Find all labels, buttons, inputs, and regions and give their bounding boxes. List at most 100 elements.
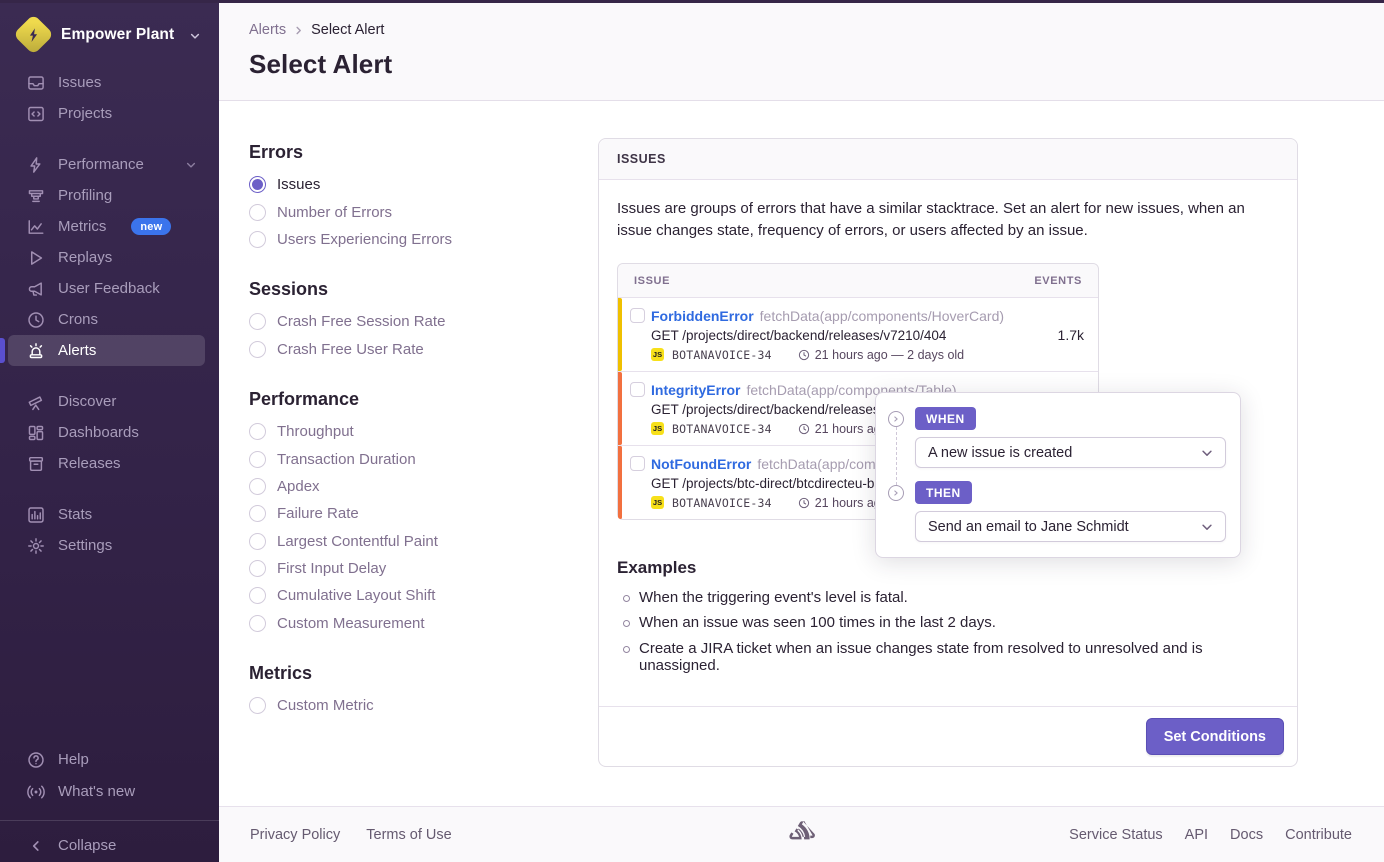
alert-option-custom-measurement[interactable]: Custom Measurement — [249, 610, 568, 637]
then-badge: THEN — [915, 481, 972, 504]
docs-link[interactable]: Docs — [1230, 826, 1264, 843]
row-checkbox[interactable] — [630, 382, 645, 397]
sidebar-item-label: What's new — [58, 783, 136, 800]
alert-conditions-popup: WHEN A new issue is created THEN Send an… — [875, 392, 1241, 558]
sidebar-item-settings[interactable]: Settings — [8, 530, 205, 561]
alert-option-custom-metric[interactable]: Custom Metric — [249, 692, 568, 719]
metrics-icon — [28, 219, 44, 234]
radio-icon[interactable] — [249, 587, 266, 605]
when-condition-select[interactable]: A new issue is created — [915, 437, 1226, 468]
api-link[interactable]: API — [1184, 826, 1209, 843]
sidebar-item-discover[interactable]: Discover — [8, 386, 205, 417]
telescope-icon — [28, 395, 43, 410]
service-status-link[interactable]: Service Status — [1069, 826, 1163, 843]
alert-option-crash-free-session-rate[interactable]: Crash Free Session Rate — [249, 308, 568, 335]
alert-option-cumulative-layout-shift[interactable]: Cumulative Layout Shift — [249, 582, 568, 609]
alert-option-label: Custom Measurement — [277, 614, 425, 632]
row-checkbox[interactable] — [630, 456, 645, 471]
radio-icon[interactable] — [249, 423, 266, 441]
radio-icon[interactable] — [249, 560, 266, 578]
alert-option-largest-contentful-paint[interactable]: Largest Contentful Paint — [249, 528, 568, 555]
sidebar-item-label: Dashboards — [58, 424, 139, 441]
breadcrumb-alerts[interactable]: Alerts — [249, 22, 287, 38]
alert-option-label: Failure Rate — [277, 505, 359, 523]
radio-icon[interactable] — [249, 477, 266, 495]
alert-option-apdex[interactable]: Apdex — [249, 473, 568, 500]
sidebar-item-projects[interactable]: Projects — [8, 98, 205, 129]
alert-type-options: Errors Issues Number of Errors Users Exp… — [249, 101, 568, 806]
sidebar-item-label: Profiling — [58, 187, 113, 204]
clock-icon — [798, 349, 809, 360]
option-group-performance: Performance Throughput Transaction Durat… — [249, 389, 568, 637]
radio-icon[interactable] — [249, 203, 266, 221]
option-group-errors: Errors Issues Number of Errors Users Exp… — [249, 142, 568, 253]
chevron-down-icon — [1202, 524, 1212, 530]
sidebar-item-alerts[interactable]: Alerts — [0, 335, 205, 366]
alert-option-first-input-delay[interactable]: First Input Delay — [249, 555, 568, 582]
sidebar-item-profiling[interactable]: Profiling — [8, 180, 205, 211]
select-value: A new issue is created — [928, 444, 1073, 461]
alert-option-label: Largest Contentful Paint — [277, 532, 438, 550]
chevron-down-icon — [186, 162, 195, 168]
sidebar-item-replays[interactable]: Replays — [8, 242, 205, 273]
alert-option-users-experiencing-errors[interactable]: Users Experiencing Errors — [249, 226, 568, 253]
sidebar-item-label: Help — [58, 751, 89, 768]
sidebar-item-crons[interactable]: Crons — [8, 304, 205, 335]
chevron-right-icon — [296, 26, 301, 35]
sidebar-item-whats-new[interactable]: What's new — [8, 776, 205, 807]
terms-of-use-link[interactable]: Terms of Use — [366, 826, 452, 843]
then-action-select[interactable]: Send an email to Jane Schmidt — [915, 511, 1226, 542]
sidebar-item-label: Projects — [58, 105, 113, 122]
issue-title-link[interactable]: IntegrityError — [651, 381, 741, 398]
sidebar-item-label: Performance — [58, 156, 144, 173]
radio-icon[interactable] — [249, 340, 266, 358]
sidebar-item-help[interactable]: Help — [8, 744, 205, 775]
sidebar-item-issues[interactable]: Issues — [8, 67, 205, 98]
sidebar-item-label: Metrics — [58, 218, 107, 235]
sidebar-item-dashboards[interactable]: Dashboards — [8, 417, 205, 448]
issue-title-link[interactable]: ForbiddenError — [651, 307, 754, 324]
alert-option-failure-rate[interactable]: Failure Rate — [249, 500, 568, 527]
siren-icon — [29, 342, 43, 358]
sidebar-item-stats[interactable]: Stats — [8, 499, 205, 530]
profiling-icon — [28, 189, 44, 202]
sidebar-item-performance[interactable]: Performance — [8, 149, 205, 180]
issue-title-link[interactable]: NotFoundError — [651, 455, 752, 472]
events-count: 1.7k — [1057, 326, 1084, 343]
sidebar-item-metrics[interactable]: Metrics new — [8, 211, 205, 242]
alert-option-transaction-duration[interactable]: Transaction Duration — [249, 445, 568, 472]
alert-option-throughput[interactable]: Throughput — [249, 418, 568, 445]
alert-option-label: Custom Metric — [277, 697, 374, 715]
radio-icon[interactable] — [249, 450, 266, 468]
org-switcher[interactable]: Empower Plant — [0, 0, 219, 67]
alert-option-label: Throughput — [277, 423, 354, 441]
alert-option-issues[interactable]: Issues — [249, 171, 568, 198]
alert-option-label: First Input Delay — [277, 560, 387, 578]
lightning-bolt-icon — [29, 27, 38, 42]
example-item: Create a JIRA ticket when an issue chang… — [617, 640, 1279, 674]
chevron-right-icon — [894, 490, 898, 496]
sidebar-collapse-button[interactable]: Collapse — [8, 830, 205, 861]
set-conditions-button[interactable]: Set Conditions — [1145, 718, 1284, 755]
select-value: Send an email to Jane Schmidt — [928, 518, 1129, 535]
contribute-link[interactable]: Contribute — [1285, 826, 1352, 843]
sidebar-item-label: Crons — [58, 311, 99, 328]
alert-option-number-of-errors[interactable]: Number of Errors — [249, 198, 568, 225]
radio-icon[interactable] — [249, 505, 266, 523]
radio-icon[interactable] — [249, 176, 266, 194]
table-row[interactable]: ForbiddenError fetchData(app/components/… — [618, 296, 1098, 371]
sidebar-item-releases[interactable]: Releases — [8, 448, 205, 479]
alert-option-crash-free-user-rate[interactable]: Crash Free User Rate — [249, 336, 568, 363]
row-checkbox[interactable] — [630, 308, 645, 323]
breadcrumb-current: Select Alert — [311, 22, 385, 38]
privacy-policy-link[interactable]: Privacy Policy — [250, 826, 341, 843]
issue-message: GET /projects/btc-direct/btcdirecteu-bac… — [651, 475, 911, 491]
radio-icon[interactable] — [249, 697, 266, 715]
megaphone-icon — [28, 281, 42, 296]
radio-icon[interactable] — [249, 614, 266, 632]
issue-message: GET /projects/direct/backend/releases/v7… — [651, 401, 921, 417]
radio-icon[interactable] — [249, 532, 266, 550]
radio-icon[interactable] — [249, 230, 266, 248]
radio-icon[interactable] — [249, 313, 266, 331]
sidebar-item-user-feedback[interactable]: User Feedback — [8, 273, 205, 304]
